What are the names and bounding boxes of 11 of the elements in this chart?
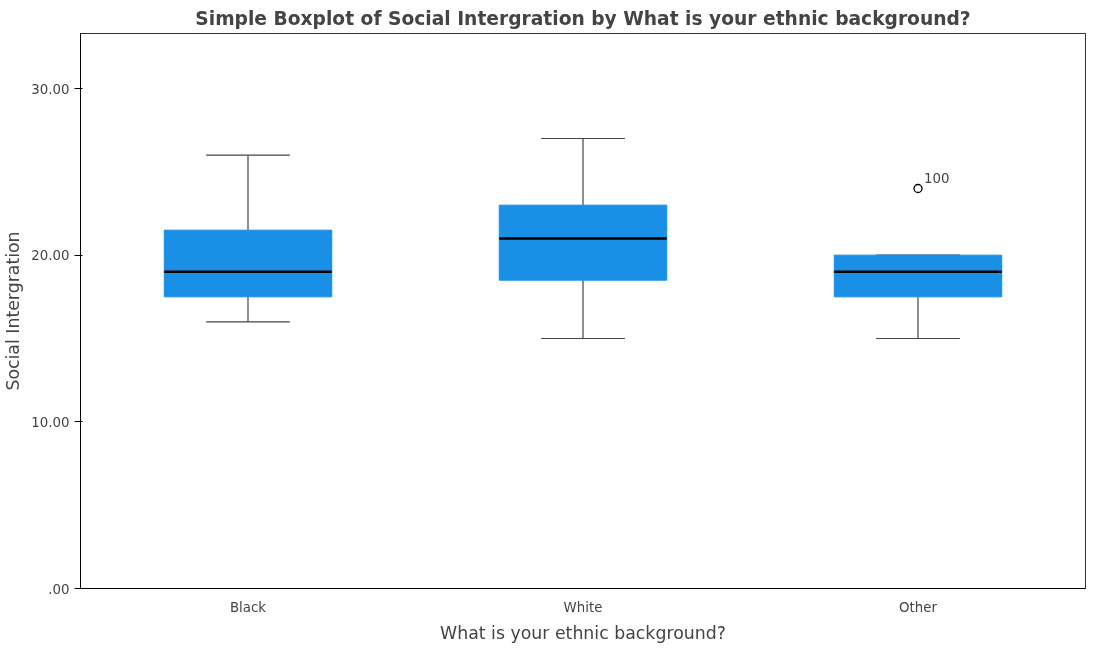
x-tick-label: Other bbox=[899, 599, 938, 615]
x-tick-label: White bbox=[563, 599, 603, 615]
y-tick-label: .00 bbox=[48, 581, 70, 597]
y-tick-label: 30.00 bbox=[31, 81, 70, 97]
y-axis-title: Social Intergration bbox=[3, 231, 24, 391]
x-tick-label: Black bbox=[229, 599, 267, 615]
x-axis-title: What is your ethnic background? bbox=[440, 622, 726, 643]
chart-title: Simple Boxplot of Social Intergration by What is your ethnic background? bbox=[195, 7, 971, 29]
y-tick-label: 20.00 bbox=[31, 248, 70, 264]
annotation: 100 bbox=[924, 170, 950, 186]
y-tick-label: 10.00 bbox=[31, 414, 70, 430]
